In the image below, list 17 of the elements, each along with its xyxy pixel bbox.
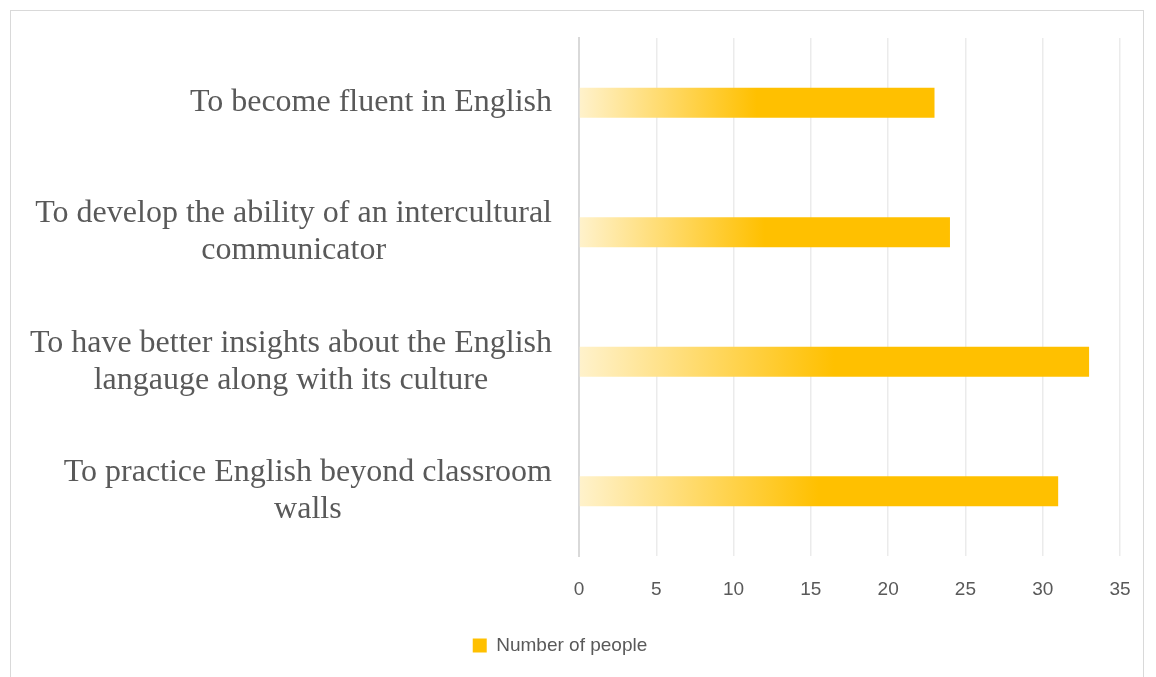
bar	[579, 217, 950, 248]
bar	[579, 87, 935, 118]
legend-label: Number of people	[496, 633, 648, 655]
y-tick-label: To develop the ability of an intercultural communicator	[35, 193, 553, 267]
y-tick-label: To become fluent in English	[189, 82, 552, 119]
bar	[579, 346, 1090, 377]
bar	[579, 476, 1059, 507]
x-tick-label: 25	[954, 577, 976, 599]
x-tick-label: 30	[1032, 577, 1054, 599]
x-tick-label: 20	[877, 577, 899, 599]
x-tick-label: 15	[800, 577, 822, 599]
x-tick-label: 5	[651, 577, 662, 599]
y-tick-label: To practice English beyond classroom walls	[63, 452, 553, 526]
x-tick-label: 10	[723, 577, 745, 599]
y-tick-label: To have better insights about the English langauge along with its culture	[29, 322, 552, 396]
x-tick-label: 35	[1109, 577, 1131, 599]
x-tick-label: 0	[573, 577, 585, 599]
